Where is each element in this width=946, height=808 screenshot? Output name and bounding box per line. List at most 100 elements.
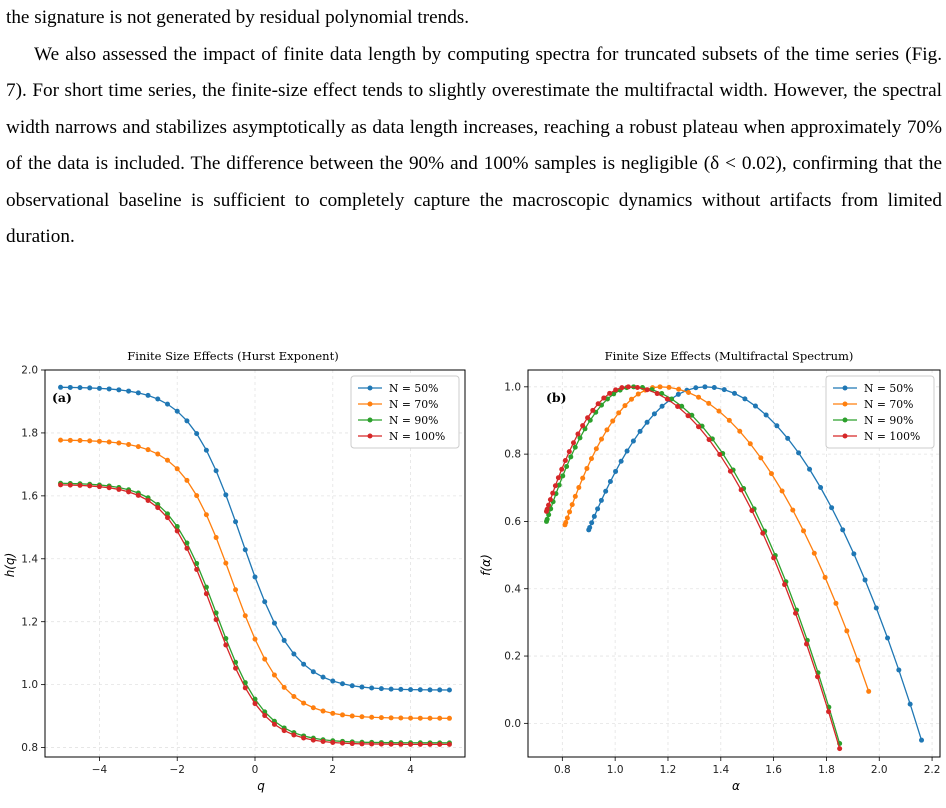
data-point <box>907 701 913 707</box>
data-point <box>727 468 733 474</box>
legend-label: N = 50% <box>389 382 438 395</box>
data-point <box>679 403 685 409</box>
data-point <box>763 412 769 418</box>
series-N70 <box>562 384 872 694</box>
data-point <box>359 741 365 747</box>
data-point <box>885 635 891 641</box>
data-point <box>165 401 170 407</box>
data-point <box>774 423 780 429</box>
y-tick-label: 0.4 <box>504 583 521 595</box>
data-point <box>223 642 229 648</box>
data-point <box>607 478 613 484</box>
data-point <box>194 493 200 499</box>
data-point <box>203 584 209 590</box>
data-point <box>320 708 326 714</box>
data-point <box>572 493 578 499</box>
data-point <box>359 684 365 690</box>
series-N90 <box>543 384 843 747</box>
data-point <box>446 715 452 721</box>
y-tick-label: 0.8 <box>21 742 38 754</box>
data-point <box>96 438 102 444</box>
data-point <box>271 721 277 727</box>
data-point <box>611 391 617 397</box>
data-point <box>610 418 616 424</box>
data-point <box>721 387 727 393</box>
data-point <box>595 506 601 512</box>
data-point <box>242 685 248 691</box>
data-point <box>657 384 663 390</box>
data-point <box>771 555 777 561</box>
data-point <box>388 686 394 692</box>
data-point <box>613 387 619 393</box>
data-point <box>803 641 809 647</box>
data-point <box>126 388 132 394</box>
data-point <box>555 475 561 481</box>
data-point <box>116 486 122 492</box>
legend-marker <box>842 417 848 423</box>
data-point <box>630 438 636 444</box>
series-N70 <box>58 437 452 721</box>
panel-b-series <box>543 384 925 752</box>
series-N50 <box>58 384 452 693</box>
y-tick-label: 1.6 <box>21 490 38 502</box>
series-line <box>545 386 841 749</box>
data-point <box>310 669 316 675</box>
data-point <box>437 687 443 693</box>
y-tick-label: 2.0 <box>21 365 38 377</box>
data-point <box>291 693 297 699</box>
data-point <box>174 524 180 530</box>
data-point <box>613 468 619 474</box>
data-point <box>593 446 599 452</box>
data-point <box>87 438 93 444</box>
data-point <box>388 741 394 747</box>
panel-b-xlabel: α <box>732 779 740 793</box>
text-paragraph: We also assessed the impact of finite da… <box>6 43 942 248</box>
panel-a-series <box>58 384 452 747</box>
data-point <box>281 637 287 643</box>
x-tick-label: 1.0 <box>607 764 624 776</box>
data-point <box>731 390 737 396</box>
legend-label: N = 100% <box>864 430 920 443</box>
data-point <box>862 577 868 583</box>
data-point <box>689 412 695 418</box>
data-point <box>599 436 605 442</box>
data-point <box>388 715 394 721</box>
data-point <box>398 741 404 747</box>
data-point <box>417 687 423 693</box>
panel-b-legend: N = 50% N = 70% N = 90% N = 100% <box>825 375 935 449</box>
data-point <box>685 413 691 419</box>
data-point <box>427 741 433 747</box>
legend-label: N = 90% <box>389 414 438 427</box>
data-point <box>135 444 141 450</box>
x-tick-label: 0.8 <box>554 764 571 776</box>
data-point <box>547 497 553 503</box>
data-point <box>359 714 365 720</box>
data-point <box>588 456 594 462</box>
data-point <box>706 400 712 406</box>
data-point <box>194 567 200 573</box>
series-line <box>564 386 870 692</box>
data-point <box>408 715 414 721</box>
data-point <box>203 512 209 518</box>
data-point <box>145 447 151 453</box>
data-point <box>796 450 802 456</box>
data-point <box>566 449 572 455</box>
data-point <box>666 384 672 390</box>
panel-a-title: Finite Size Effects (Hurst Exponent) <box>127 349 338 363</box>
data-point <box>826 709 832 715</box>
x-tick-label: −4 <box>92 764 108 776</box>
data-point <box>564 515 570 521</box>
panel-b-ticks: 0.8 1.0 1.2 1.4 1.6 1.8 2.0 2.2 0.0 0.2 0.4 0.6 0.8 1… <box>504 381 940 776</box>
data-point <box>811 550 817 556</box>
data-point <box>184 540 190 546</box>
data-point <box>629 396 635 402</box>
data-point <box>58 384 64 390</box>
x-tick-label: −2 <box>169 764 184 776</box>
legend-marker <box>367 401 373 407</box>
x-tick-label: 2.2 <box>924 764 941 776</box>
x-tick-label: 1.4 <box>712 764 729 776</box>
data-point <box>598 497 604 503</box>
data-point <box>427 687 433 693</box>
data-point <box>595 401 601 407</box>
data-point <box>369 685 375 691</box>
